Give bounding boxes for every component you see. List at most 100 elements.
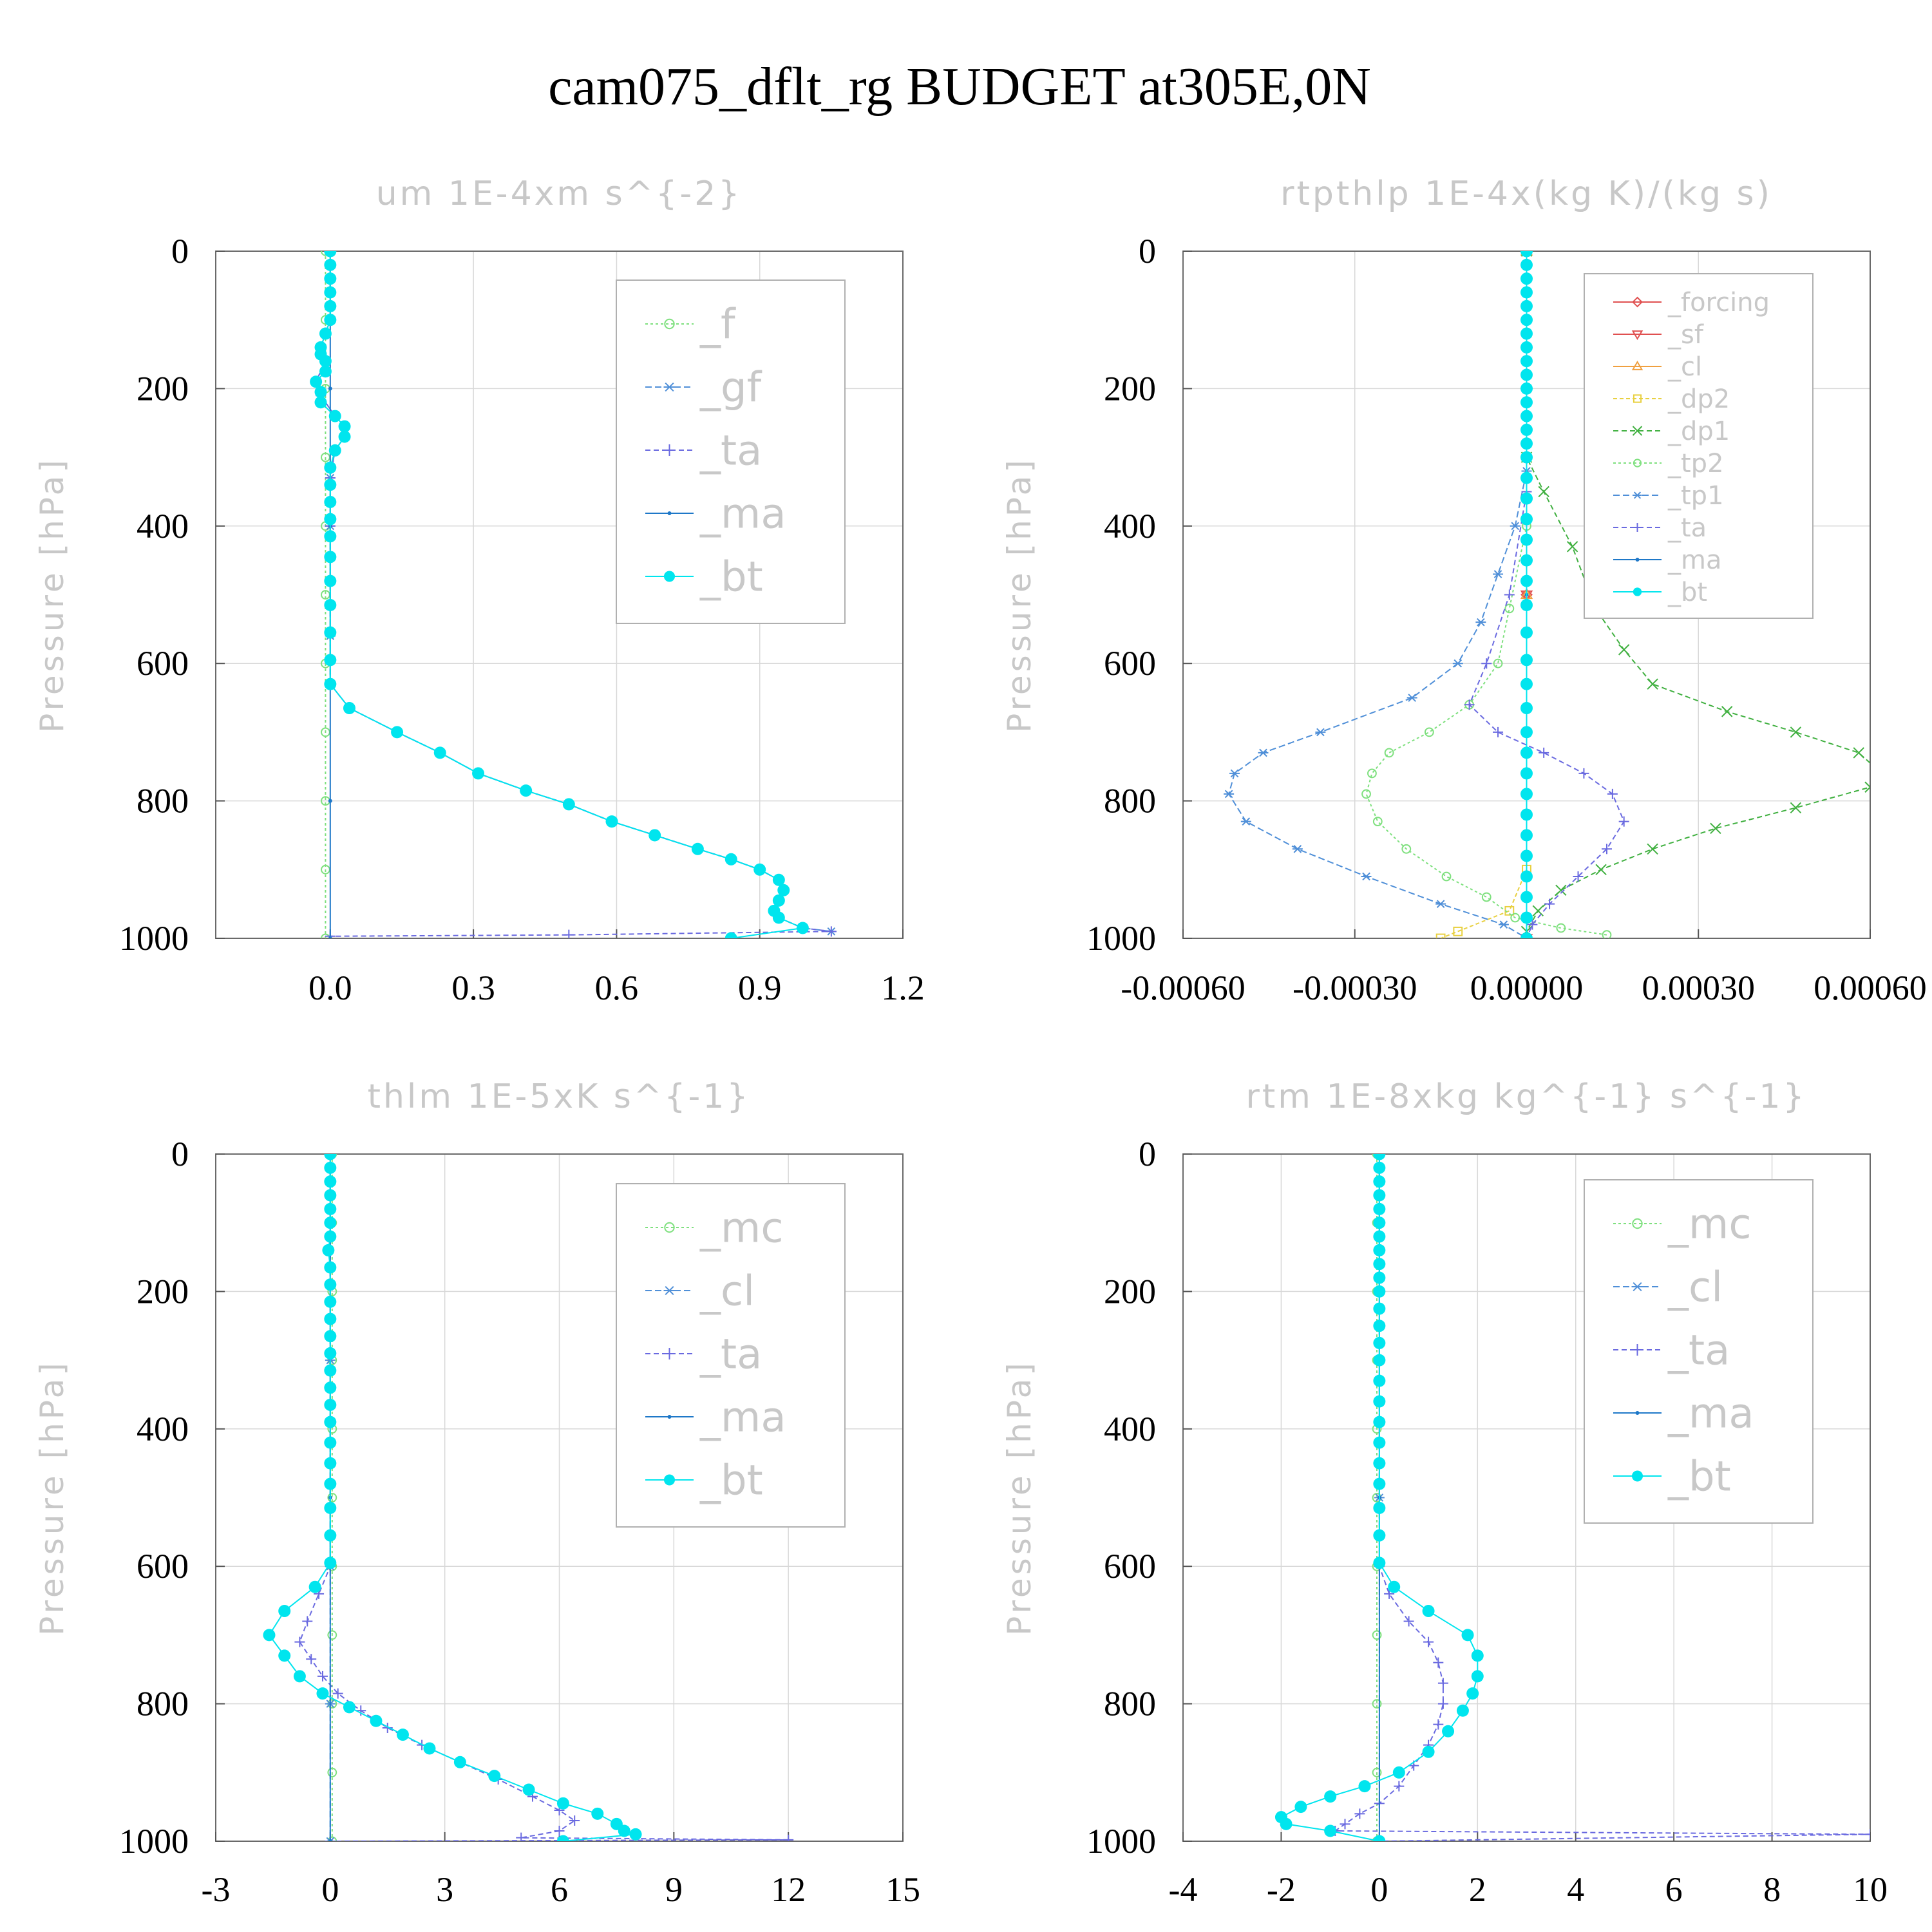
- data-point-bt: [691, 842, 704, 855]
- chart-panel-1: um 1E-4xm s^{-2} 0.0 0.3 0.6 0.9 1.2 0 200 400 60…: [33, 175, 925, 1007]
- y-tick-label: 200: [137, 1272, 189, 1311]
- legend-marker-cl: [1631, 361, 1643, 370]
- x-tick-label: 0.3: [451, 969, 495, 1007]
- legend-box: [616, 1183, 846, 1528]
- data-point-ta: [1481, 658, 1492, 669]
- legend-label-f: _f: [699, 301, 736, 348]
- data-point-tp1: [1493, 570, 1504, 578]
- data-point-tp1: [1229, 769, 1240, 778]
- data-point-ma: [328, 799, 332, 803]
- legend-marker-ma: [667, 1415, 672, 1419]
- series-bt: [1274, 1154, 1484, 1841]
- data-point-dp2: [1435, 933, 1446, 938]
- legend-label-ma: _ma: [699, 490, 786, 538]
- plot-area: [310, 251, 837, 938]
- legend: _f _gf _ta _ma _bt: [616, 279, 846, 624]
- data-point-dp2: [1453, 926, 1463, 936]
- data-point-bt: [324, 1529, 337, 1542]
- y-tick-label: 1000: [119, 919, 189, 958]
- data-point-bt: [324, 314, 337, 327]
- data-point-bt: [314, 396, 327, 409]
- legend-label-ma: _ma: [1667, 545, 1721, 575]
- x-tick-label: 0.0: [308, 969, 352, 1007]
- data-point-bt: [324, 495, 337, 508]
- panel-title: rtm 1E-8xkg kg^{-1} s^{-1}: [1245, 1077, 1806, 1116]
- data-point-bt: [1520, 272, 1533, 285]
- data-point-bt: [1422, 1745, 1435, 1758]
- data-point-tp2: [1441, 871, 1452, 882]
- data-point-bt: [1520, 788, 1533, 800]
- data-point-bt: [522, 1783, 535, 1796]
- data-point-bt: [772, 894, 785, 907]
- data-point-bt: [1520, 286, 1533, 299]
- data-point-bt: [1520, 746, 1533, 759]
- data-point-bt: [324, 1312, 337, 1325]
- data-point-bt: [1520, 767, 1533, 780]
- data-point-bt: [324, 599, 337, 612]
- x-tick-label: 0: [1370, 1870, 1388, 1909]
- x-tick-label: 0.6: [595, 969, 639, 1007]
- y-tick-label: 1000: [119, 1822, 189, 1861]
- data-point-bt: [1520, 258, 1533, 271]
- y-axis-label: Pressure [hPa]: [1001, 1359, 1038, 1636]
- data-point-tp2: [1372, 817, 1383, 827]
- data-point-bt: [1373, 1336, 1386, 1349]
- data-point-bt: [1520, 829, 1533, 842]
- data-point-tp2: [1556, 923, 1566, 933]
- y-tick-label: 0: [171, 1135, 189, 1173]
- data-point-tp1: [1475, 618, 1486, 627]
- data-point-bt: [263, 1629, 276, 1642]
- panel-title: um 1E-4xm s^{-2}: [376, 175, 743, 213]
- panels: um 1E-4xm s^{-2}0.0 0.3 0.6 0.9 1.2020040060…: [33, 175, 1927, 1909]
- data-point-bt: [324, 1189, 337, 1202]
- legend-box: [616, 279, 846, 624]
- data-point-ta: [1437, 1678, 1448, 1689]
- legend-label-bt: _bt: [1667, 1453, 1731, 1501]
- x-tick-label: 0.9: [738, 969, 782, 1007]
- data-point-bt: [324, 1557, 337, 1569]
- data-point-bt: [324, 551, 337, 564]
- data-point-dp1: [1595, 864, 1607, 876]
- data-point-tp1: [1406, 694, 1417, 702]
- legend-marker-f: [664, 318, 675, 330]
- data-point-bt: [1373, 1230, 1386, 1243]
- legend-marker-mc: [664, 1222, 675, 1233]
- data-point-bt: [396, 1728, 409, 1741]
- data-point-bt: [1520, 574, 1533, 587]
- x-tick-label: 8: [1763, 1870, 1781, 1909]
- y-tick-label: 400: [1104, 1410, 1156, 1448]
- x-tick-label: 0.00060: [1814, 969, 1927, 1007]
- data-point-ta: [317, 1671, 328, 1681]
- legend-box: [1584, 1179, 1814, 1524]
- data-point-ta: [1437, 1698, 1448, 1709]
- data-point-bt: [324, 1154, 337, 1160]
- data-point-bt: [338, 420, 351, 433]
- data-point-bt: [1280, 1817, 1293, 1830]
- data-point-bt: [1520, 471, 1533, 484]
- data-point-bt: [1373, 1258, 1386, 1271]
- data-point-bt: [724, 853, 737, 866]
- legend-marker-bt: [663, 571, 676, 582]
- data-point-dp1: [1538, 486, 1549, 498]
- data-point-dp1: [1618, 644, 1630, 656]
- data-point-bt: [324, 1175, 337, 1188]
- data-point-dp1: [1790, 802, 1802, 813]
- data-point-ta: [1607, 788, 1618, 799]
- data-point-ta: [1433, 1657, 1444, 1668]
- x-tick-label: 12: [771, 1870, 806, 1909]
- legend-marker-dp1: [1632, 426, 1643, 436]
- data-point-bt: [1294, 1801, 1307, 1814]
- data-point-bt: [1373, 1302, 1386, 1315]
- data-point-bt: [1466, 1687, 1479, 1700]
- data-point-bt: [324, 677, 337, 690]
- data-point-ta: [332, 1688, 343, 1699]
- data-point-bt: [1520, 726, 1533, 739]
- x-tick-label: 6: [551, 1870, 568, 1909]
- data-point-ta: [1464, 699, 1475, 710]
- data-point-bt: [618, 1824, 630, 1837]
- y-tick-label: 800: [137, 1685, 189, 1723]
- data-point-bt: [324, 1278, 337, 1291]
- data-point-bt: [1373, 1529, 1386, 1542]
- data-point-ta: [1618, 816, 1629, 827]
